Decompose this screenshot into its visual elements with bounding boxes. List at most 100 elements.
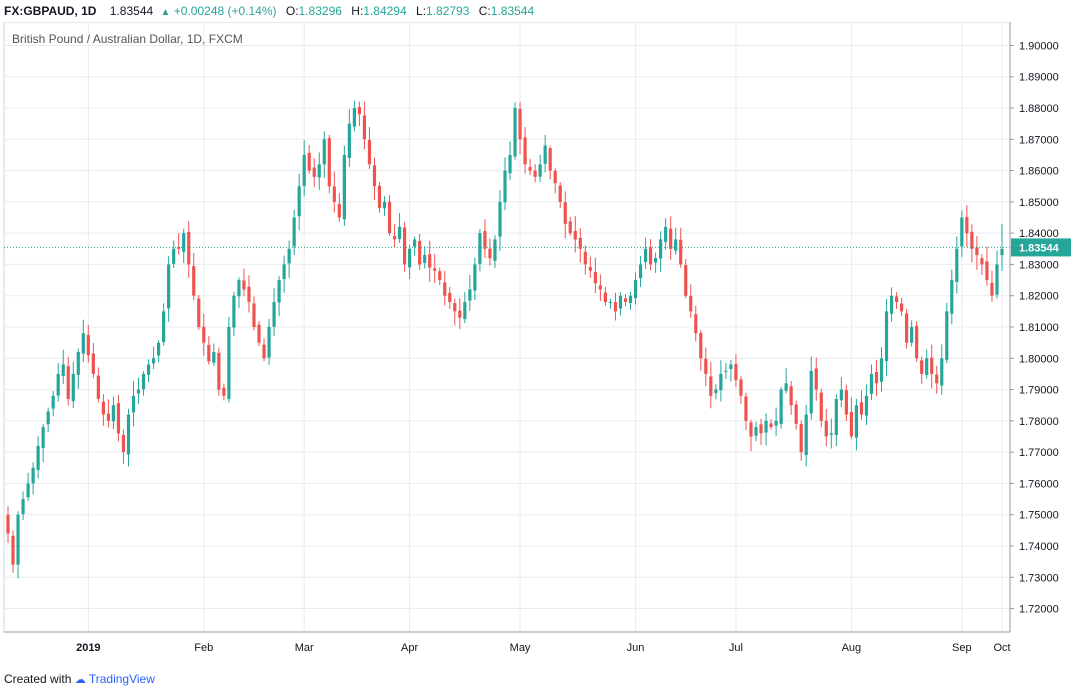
low-label: L:: [416, 4, 427, 18]
candle-body: [533, 170, 537, 177]
candle-body: [563, 202, 567, 224]
candle-body: [282, 264, 286, 280]
low-value: 1.82793: [426, 4, 470, 18]
candle-body: [458, 310, 462, 318]
candle-body: [227, 327, 231, 399]
candle-body: [387, 201, 392, 234]
candle-body: [101, 401, 105, 415]
candle-body: [116, 403, 121, 434]
candle-body: [11, 535, 15, 565]
tradingview-brand[interactable]: TradingView: [88, 672, 155, 686]
candle-body: [568, 221, 572, 234]
candle-body: [864, 395, 869, 416]
candle-body: [438, 271, 442, 281]
candle-body: [920, 360, 924, 374]
candle-body: [744, 396, 748, 421]
price-axis[interactable]: 1.90000 1.89000 1.88000 1.87000 1.86000 1.850…: [1009, 22, 1059, 632]
candle-body: [141, 373, 146, 390]
candle-body: [724, 370, 728, 372]
candle-body: [317, 164, 321, 178]
candle-body: [935, 374, 939, 384]
candle-body: [162, 311, 166, 343]
candle-body: [593, 271, 597, 284]
candle-body: [528, 167, 532, 171]
candle-body: [332, 186, 336, 202]
candle-body: [121, 434, 126, 453]
symbol-info-bar: FX:GBPAUD, 1D 1.83544 ▲ +0.00248 (+0.14%…: [0, 0, 1076, 22]
candle-body: [66, 366, 70, 399]
candle-body: [448, 292, 452, 302]
y-tick-label: 1.72000: [1019, 604, 1059, 616]
candle-body: [382, 201, 387, 209]
symbol-label[interactable]: FX:GBPAUD, 1D: [4, 4, 97, 18]
x-tick-label: Aug: [842, 642, 862, 654]
candle-body: [699, 332, 703, 359]
candle-body: [322, 139, 326, 165]
open-label: O:: [285, 4, 299, 18]
close-value: 1.83544: [490, 4, 535, 18]
y-tick-label: 1.77000: [1019, 447, 1059, 459]
candle-body: [714, 389, 718, 394]
candle-body: [774, 420, 778, 426]
candle-body: [960, 217, 964, 247]
candle-body: [257, 324, 261, 343]
candle-body: [61, 364, 65, 376]
candle-body: [859, 402, 864, 415]
price-change: +0.00248 (+0.14%): [173, 4, 277, 18]
y-tick-label: 1.78000: [1019, 416, 1059, 428]
candle-body: [367, 139, 372, 165]
candlestick-chart[interactable]: 1.90000 1.89000 1.88000 1.87000 1.86000 1.850…: [0, 22, 1076, 666]
y-tick-label: 1.81000: [1019, 322, 1059, 334]
x-tick-label: Jun: [627, 642, 645, 654]
last-price-badge-bg: [1011, 238, 1071, 257]
candle-body: [312, 167, 316, 177]
candle-body: [287, 248, 291, 264]
candle-body: [669, 228, 673, 249]
y-tick-label: 1.75000: [1019, 510, 1059, 522]
candle-body: [81, 333, 85, 354]
x-tick-label: Oct: [993, 642, 1010, 654]
candle-body: [377, 185, 382, 209]
candle-body: [799, 424, 803, 453]
y-tick-label: 1.79000: [1019, 385, 1059, 397]
candle-body: [488, 248, 492, 259]
candle-body: [553, 170, 557, 184]
candle-body: [337, 204, 341, 218]
footer-credit[interactable]: Created with ☁ TradingView: [4, 672, 155, 686]
candle-body: [483, 231, 487, 249]
created-with-label: Created with: [4, 672, 72, 686]
candle-body: [603, 292, 608, 302]
candle-body: [76, 352, 80, 375]
candle-body: [759, 424, 763, 434]
candle-body: [633, 280, 638, 299]
grid-lines: [3, 22, 1011, 633]
candle-body: [392, 235, 397, 240]
candle-body: [433, 268, 437, 271]
candle-body: [995, 264, 999, 295]
candle-body: [342, 154, 346, 220]
candle-body: [704, 358, 708, 374]
candle-body: [749, 422, 753, 437]
candle-body: [277, 280, 281, 303]
candle-body: [302, 154, 306, 186]
candle-body: [674, 239, 678, 251]
x-tick-label: Mar: [295, 642, 314, 654]
candle-body: [503, 170, 507, 203]
candle-body: [172, 248, 176, 264]
candle-body: [925, 358, 929, 376]
candle-body: [131, 395, 136, 413]
candle-body: [990, 282, 994, 296]
candle-body: [839, 389, 843, 401]
candle-body: [930, 357, 934, 374]
time-axis[interactable]: 2019 Feb Mar Apr May Jun Jul Aug Sep Oct: [4, 631, 1011, 654]
high-value: 1.84294: [363, 4, 407, 18]
candle-body: [915, 325, 919, 359]
candle-body: [709, 376, 713, 396]
candle-body: [689, 296, 693, 312]
candle-body: [157, 342, 161, 356]
candle-body: [36, 445, 40, 470]
candle-body: [729, 364, 733, 369]
candle-body: [608, 301, 613, 304]
x-tick-label: May: [510, 642, 531, 654]
candle-body: [413, 239, 417, 247]
